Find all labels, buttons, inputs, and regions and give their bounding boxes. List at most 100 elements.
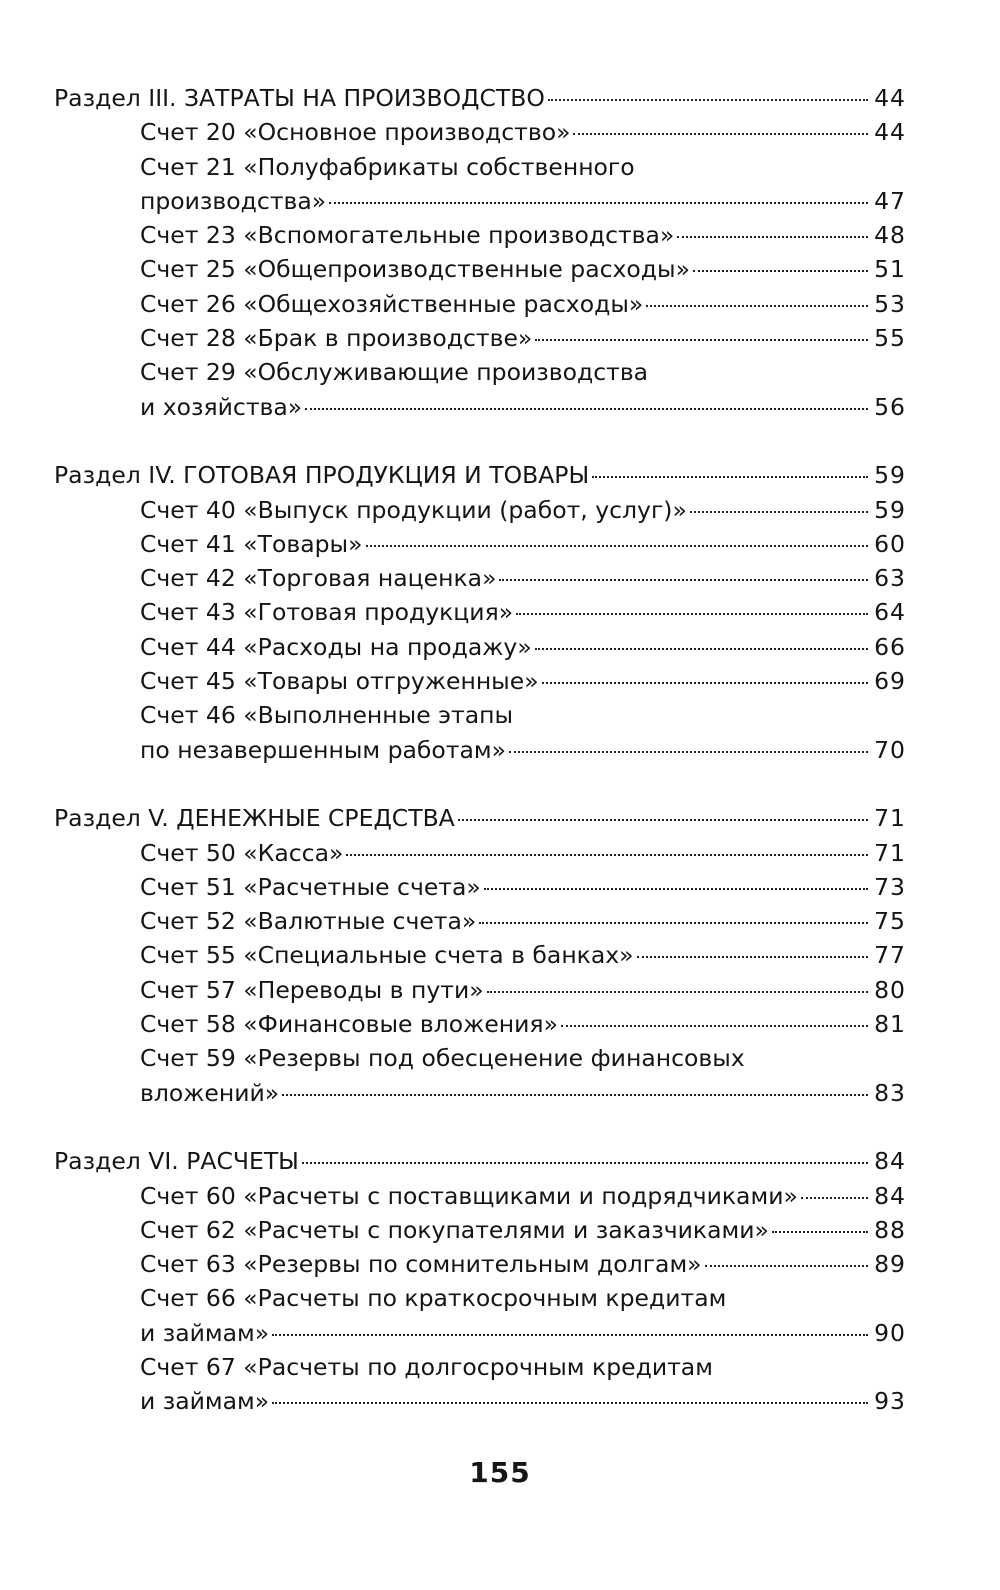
toc-entry: Счет 58 «Финансовые вложения» 81 (54, 1007, 906, 1041)
toc-section-heading: Раздел III. ЗАТРАТЫ НА ПРОИЗВОДСТВО 44 (54, 81, 906, 115)
toc-text: Счет 52 «Валютные счета» (140, 907, 477, 936)
dot-leader (535, 339, 868, 342)
toc-entry: и хозяйства» 56 (54, 390, 906, 424)
toc-page-number: 70 (874, 735, 906, 764)
section-spacer (54, 424, 906, 458)
toc-page-number: 56 (874, 392, 906, 421)
toc-page-number: 59 (874, 461, 906, 490)
dot-leader (573, 133, 868, 136)
toc-entry: Счет 50 «Касса» 71 (54, 836, 906, 870)
toc-page-number: 89 (874, 1250, 906, 1279)
toc-entry: Счет 26 «Общехозяйственные расходы» 53 (54, 287, 906, 321)
toc-entry: Счет 40 «Выпуск продукции (работ, услуг)… (54, 493, 906, 527)
toc-text: вложений» (140, 1078, 280, 1107)
toc-text: Счет 45 «Товары отгруженные» (140, 667, 539, 696)
toc-page-number: 81 (874, 1010, 906, 1039)
toc-text: по незавершенным работам» (140, 735, 506, 764)
toc-section-heading: Раздел V. ДЕНЕЖНЫЕ СРЕДСТВА 71 (54, 801, 906, 835)
dot-leader (329, 201, 868, 204)
toc-entry: Счет 21 «Полуфабрикаты собственного (54, 150, 906, 184)
toc-text: Счет 57 «Переводы в пути» (140, 975, 484, 1004)
dot-leader (592, 476, 868, 479)
toc-entry: Счет 41 «Товары» 60 (54, 527, 906, 561)
dot-leader (800, 1196, 868, 1199)
toc-entry: производства» 47 (54, 184, 906, 218)
dot-leader (636, 956, 868, 959)
toc-page-number: 63 (874, 564, 906, 593)
toc-page-number: 84 (874, 1147, 906, 1176)
toc-text: Счет 26 «Общехозяйственные расходы» (140, 289, 644, 318)
toc-entry: и займам» 93 (54, 1384, 906, 1418)
dot-leader (547, 99, 868, 101)
toc-text: и хозяйства» (140, 392, 303, 421)
toc-text: Счет 66 «Расчеты по краткосрочным кредит… (140, 1284, 727, 1313)
dot-leader (486, 990, 868, 993)
toc-page-number: 64 (874, 598, 906, 627)
dot-leader (646, 304, 868, 307)
toc-page-number: 55 (874, 324, 906, 353)
toc-text: и займам» (140, 1387, 270, 1416)
toc-entry: Счет 59 «Резервы под обесценение финансо… (54, 1041, 906, 1075)
section-spacer (54, 767, 906, 801)
toc-text: Счет 62 «Расчеты с покупателями и заказч… (140, 1215, 769, 1244)
toc-entry: Счет 43 «Готовая продукция» 64 (54, 595, 906, 629)
dot-leader (704, 1265, 868, 1268)
toc-page-number: 60 (874, 529, 906, 558)
toc-page-number: 71 (874, 804, 906, 833)
toc-text: Счет 60 «Расчеты с поставщиками и подряд… (140, 1181, 798, 1210)
toc-page-number: 71 (874, 838, 906, 867)
toc-page-number: 59 (874, 495, 906, 524)
toc-page-number: 47 (874, 186, 906, 215)
toc-text: Счет 58 «Финансовые вложения» (140, 1010, 558, 1039)
toc-text: Счет 67 «Расчеты по долгосрочным кредита… (140, 1352, 713, 1381)
toc-text: производства» (140, 186, 327, 215)
toc-page-number: 44 (874, 118, 906, 147)
dot-leader (499, 579, 868, 582)
toc-section-heading: Раздел VI. РАСЧЕТЫ 84 (54, 1144, 906, 1178)
toc-page-number: 48 (874, 221, 906, 250)
toc-text: Счет 41 «Товары» (140, 529, 363, 558)
toc-page-number: 84 (874, 1181, 906, 1210)
dot-leader (560, 1025, 868, 1028)
dot-leader (508, 750, 868, 753)
toc-entry: и займам» 90 (54, 1316, 906, 1350)
dot-leader (483, 887, 868, 890)
toc-entry: Счет 63 «Резервы по сомнительным долгам»… (54, 1247, 906, 1281)
toc-page-number: 75 (874, 907, 906, 936)
toc-text: и займам» (140, 1318, 270, 1347)
toc-entry: Счет 28 «Брак в производстве» 55 (54, 321, 906, 355)
toc-text: Раздел IV. ГОТОВАЯ ПРОДУКЦИЯ И ТОВАРЫ (54, 461, 590, 490)
toc-text: Раздел V. ДЕНЕЖНЫЕ СРЕДСТВА (54, 804, 455, 833)
toc-text: Счет 21 «Полуфабрикаты собственного (140, 152, 635, 181)
dot-leader (272, 1402, 868, 1405)
page-number: 155 (469, 1456, 531, 1489)
toc-page-number: 83 (874, 1078, 906, 1107)
toc-text: Счет 43 «Готовая продукция» (140, 598, 514, 627)
toc-page-number: 44 (874, 84, 906, 112)
toc-page-number: 77 (874, 941, 906, 970)
toc-page-number: 51 (874, 255, 906, 284)
toc-entry: Счет 55 «Специальные счета в банках» 77 (54, 938, 906, 972)
toc-text: Счет 42 «Торговая наценка» (140, 564, 497, 593)
toc-page-number: 69 (874, 667, 906, 696)
dot-leader (516, 613, 868, 616)
toc-text: Счет 28 «Брак в производстве» (140, 324, 533, 353)
toc-text: Счет 40 «Выпуск продукции (работ, услуг)… (140, 495, 687, 524)
dot-leader (282, 1093, 868, 1096)
toc-text: Счет 44 «Расходы на продажу» (140, 632, 532, 661)
toc-text: Раздел III. ЗАТРАТЫ НА ПРОИЗВОДСТВО (54, 84, 545, 112)
dot-leader (272, 1333, 868, 1336)
toc-entry: по незавершенным работам» 70 (54, 733, 906, 767)
toc-text: Счет 29 «Обслуживающие производства (140, 358, 649, 387)
toc-page-number: 66 (874, 632, 906, 661)
toc-entry: Счет 44 «Расходы на продажу» 66 (54, 630, 906, 664)
toc-entry: вложений» 83 (54, 1076, 906, 1110)
toc-text: Счет 20 «Основное производство» (140, 118, 571, 147)
toc-text: Счет 59 «Резервы под обесценение финансо… (140, 1044, 745, 1073)
toc-page-number: 53 (874, 289, 906, 318)
toc-text: Счет 63 «Резервы по сомнительным долгам» (140, 1250, 702, 1279)
section-spacer (54, 1110, 906, 1144)
toc-entry: Счет 23 «Вспомогательные производства» 48 (54, 218, 906, 252)
toc-section-heading: Раздел IV. ГОТОВАЯ ПРОДУКЦИЯ И ТОВАРЫ 59 (54, 458, 906, 492)
toc-page-number: 93 (874, 1387, 906, 1416)
